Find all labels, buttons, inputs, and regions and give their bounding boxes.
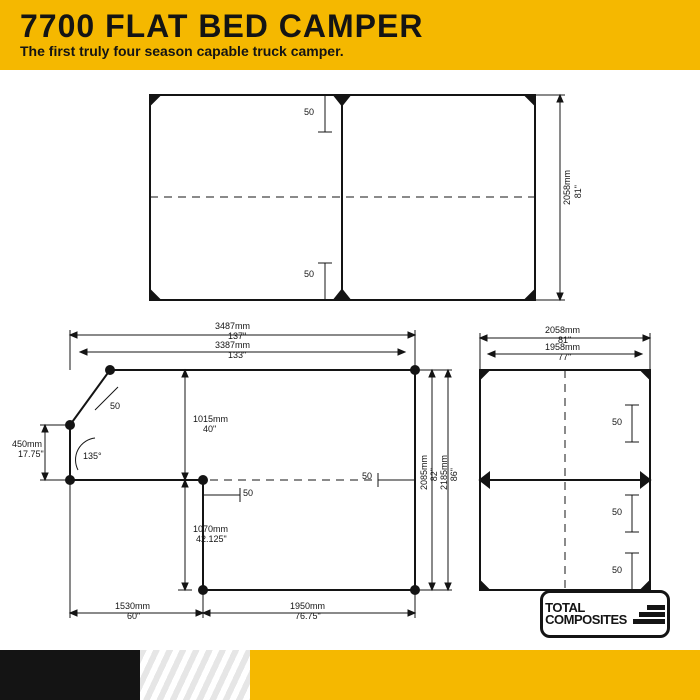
- dim-rear-50c: 50: [612, 566, 622, 575]
- brand-logo: TOTAL COMPOSITES: [540, 590, 670, 638]
- dim-rear-50a: 50: [612, 418, 622, 427]
- technical-drawings: 50 50 2058mm 81": [0, 80, 700, 640]
- dim-rear-77in: 77": [558, 353, 571, 362]
- logo-bars-icon: [633, 605, 665, 624]
- page-title: 7700 FLAT BED CAMPER: [20, 8, 680, 45]
- footer-strip: [0, 650, 700, 700]
- footer-seg-hatch: [140, 650, 250, 700]
- footer-seg-accent: [250, 650, 700, 700]
- logo-line2: COMPOSITES: [545, 614, 627, 626]
- rear-view-svg: [0, 80, 700, 640]
- footer-seg-dark: [0, 650, 140, 700]
- page-subtitle: The first truly four season capable truc…: [20, 43, 680, 59]
- dim-rear-50b: 50: [612, 508, 622, 517]
- logo-text: TOTAL COMPOSITES: [545, 602, 627, 627]
- header-banner: 7700 FLAT BED CAMPER The first truly fou…: [0, 0, 700, 70]
